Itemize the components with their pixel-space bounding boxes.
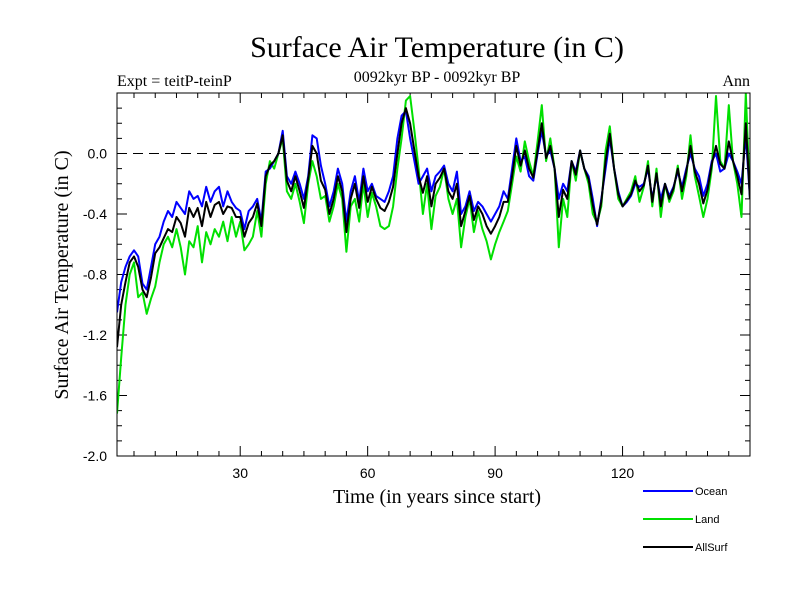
x-tick-label: 60 — [360, 465, 376, 481]
y-tick-label: 0.0 — [88, 146, 108, 162]
plot-frame — [116, 92, 751, 457]
tick-labels: -2.0 -1.6 -1.2 -0.8 -0.4 0.0 30 60 90 120 — [83, 146, 635, 482]
x-tick-label: 120 — [611, 465, 635, 481]
y-tick-label: -1.2 — [83, 327, 107, 343]
chart-title: Surface Air Temperature (in C) — [250, 31, 624, 64]
y-tick-label: -0.8 — [83, 267, 107, 283]
y-tick-label: -0.4 — [83, 206, 107, 222]
x-axis-label: Time (in years since start) — [333, 486, 541, 508]
series-line-allsurf — [117, 107, 750, 348]
y-tick-label: -2.0 — [83, 448, 107, 464]
legend-label-allsurf: AllSurf — [695, 542, 728, 554]
experiment-label: Expt = teitP-teinP — [117, 73, 232, 90]
series-line-land — [117, 93, 750, 414]
legend: Ocean Land AllSurf — [643, 486, 728, 554]
series-group — [117, 93, 750, 414]
period-label: 0092kyr BP - 0092kyr BP — [354, 69, 521, 86]
legend-label-land: Land — [695, 514, 719, 526]
x-tick-label: 90 — [487, 465, 503, 481]
x-tick-label: 30 — [232, 465, 248, 481]
y-tick-label: -1.6 — [83, 388, 107, 404]
y-axis-label: Surface Air Temperature (in C) — [51, 150, 73, 399]
season-label: Ann — [722, 73, 750, 90]
legend-label-ocean: Ocean — [695, 486, 727, 498]
axis-ticks — [117, 92, 751, 457]
